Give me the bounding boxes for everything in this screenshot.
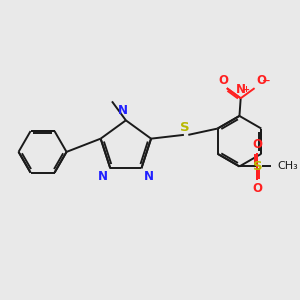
Text: +: +	[243, 85, 250, 94]
Text: S: S	[253, 160, 262, 173]
Text: CH₃: CH₃	[277, 161, 298, 171]
Text: N: N	[144, 170, 154, 183]
Text: N: N	[236, 83, 246, 96]
Text: N: N	[98, 170, 108, 183]
Text: O: O	[256, 74, 266, 87]
Text: N: N	[118, 104, 128, 117]
Text: O: O	[252, 138, 262, 151]
Text: O: O	[252, 182, 262, 195]
Text: S: S	[180, 121, 189, 134]
Text: O: O	[219, 74, 229, 87]
Text: −: −	[262, 76, 271, 85]
